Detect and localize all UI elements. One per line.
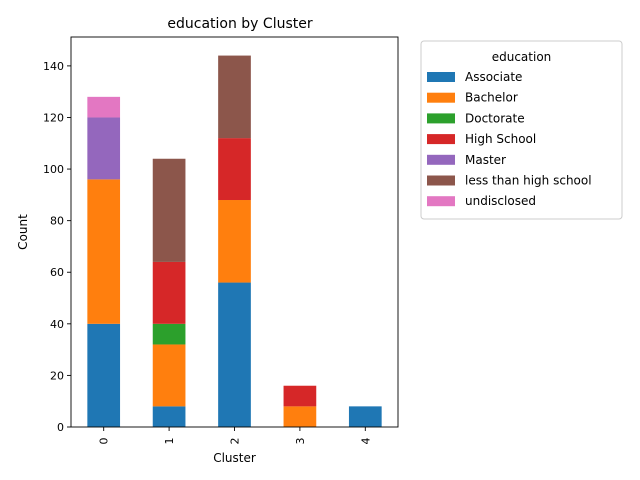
bar-segment <box>218 200 251 283</box>
legend-label: Bachelor <box>465 91 518 105</box>
legend-items: Associate Bachelor Doctorate High School Mas… <box>427 70 592 208</box>
bar-segment <box>152 261 186 324</box>
bar-segment <box>283 385 317 407</box>
bar-segment <box>87 179 121 324</box>
bar-segment <box>283 406 317 427</box>
y-tick-label: 40 <box>50 318 64 331</box>
x-tick-label: 2 <box>229 438 242 445</box>
x-axis-label: Cluster <box>213 451 256 465</box>
axes-group: 0 20 40 60 80 100 120 140 0 1 2 3 4 <box>43 36 399 445</box>
bar-segment <box>348 406 382 427</box>
bars-group <box>87 55 382 427</box>
legend-swatch <box>427 175 455 186</box>
legend-label: High School <box>465 132 536 146</box>
bar-segment <box>152 406 186 427</box>
legend-label: undisclosed <box>465 194 536 208</box>
legend-swatch <box>427 72 455 82</box>
y-tick-label: 0 <box>57 421 64 434</box>
bar-segment <box>218 138 251 201</box>
bar-segment <box>218 55 251 139</box>
legend-label: Master <box>465 153 506 167</box>
legend-label: Associate <box>465 70 522 84</box>
bar-segment <box>87 96 121 118</box>
chart-title: education by Cluster <box>167 16 312 32</box>
bar-segment <box>218 282 251 427</box>
y-tick-label: 80 <box>50 215 64 228</box>
legend-label: less than high school <box>465 174 592 188</box>
legend-frame <box>420 40 623 220</box>
legend-swatch <box>427 134 455 145</box>
x-tick-label: 0 <box>98 438 111 445</box>
x-tick-label: 3 <box>294 438 307 445</box>
legend-swatch <box>427 113 455 124</box>
y-tick-label: 20 <box>50 369 64 382</box>
x-tick-label: 1 <box>163 438 176 445</box>
y-tick-label: 100 <box>43 163 64 176</box>
bar-segment <box>87 323 121 427</box>
y-tick-label: 60 <box>50 266 64 279</box>
y-tick-label: 120 <box>43 111 64 124</box>
y-tick-label: 140 <box>43 60 64 73</box>
y-axis-label: Count <box>16 214 30 250</box>
x-tick-label: 4 <box>359 438 372 445</box>
bar-segment <box>152 158 186 262</box>
bar-segment <box>87 117 121 180</box>
legend-swatch <box>427 196 455 207</box>
bar-segment <box>152 344 186 407</box>
legend-label: Doctorate <box>465 111 525 125</box>
legend: education Associate Bachelor Doctorate High… <box>420 40 623 220</box>
legend-title: education <box>492 50 552 64</box>
legend-swatch <box>427 154 455 165</box>
legend-swatch <box>427 92 455 103</box>
bar-segment <box>152 323 186 345</box>
